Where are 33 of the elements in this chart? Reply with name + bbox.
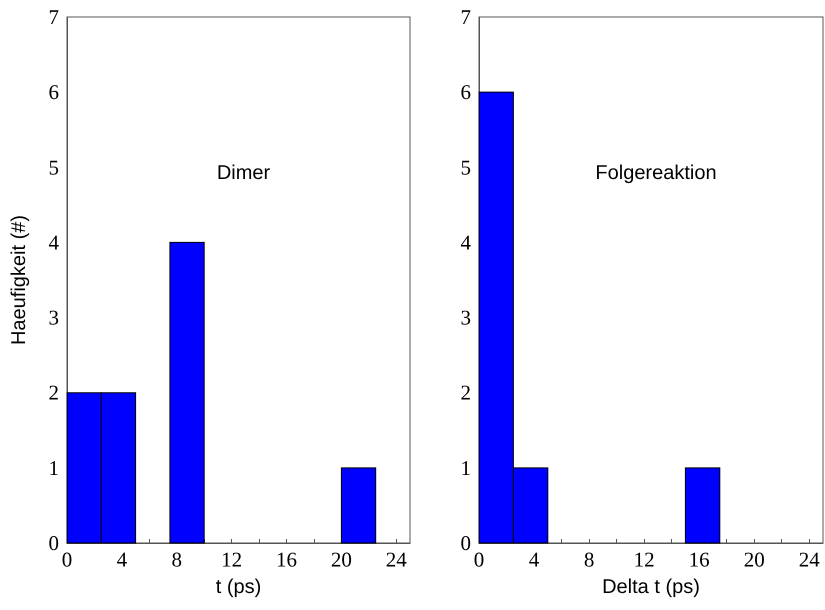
y-tick-label: 6 bbox=[460, 80, 471, 104]
y-tick-label: 3 bbox=[460, 306, 471, 330]
x-tick-label: 16 bbox=[688, 548, 710, 572]
y-tick-label: 3 bbox=[48, 306, 59, 330]
y-tick-label: 5 bbox=[48, 155, 59, 180]
y-tick-label: 2 bbox=[48, 380, 59, 405]
x-tick-label: 24 bbox=[386, 548, 408, 572]
text: Folgereaktion bbox=[595, 162, 717, 184]
x-axis-title: Delta t (ps) bbox=[602, 576, 700, 598]
y-tick-label: 6 bbox=[48, 80, 59, 104]
y-tick-label: 7 bbox=[48, 5, 59, 29]
y-axis-title: Haeufigkeit (#) bbox=[8, 214, 30, 346]
x-tick-label: 20 bbox=[744, 548, 765, 572]
x-tick-label: 24 bbox=[798, 548, 820, 572]
y-tick-label: 0 bbox=[48, 531, 59, 555]
x-tick-label: 12 bbox=[634, 548, 655, 572]
x-tick-label: 16 bbox=[276, 548, 298, 572]
y-tick-label: 5 bbox=[460, 155, 471, 180]
y-tick-label: 2 bbox=[460, 380, 471, 405]
text: Dimer bbox=[216, 162, 270, 184]
y-tick-label: 7 bbox=[460, 5, 471, 29]
y-tick-label: 1 bbox=[48, 456, 59, 480]
y-tick-label: 4 bbox=[460, 230, 472, 254]
x-tick-label: 12 bbox=[221, 548, 242, 572]
y-tick-label: 4 bbox=[48, 230, 60, 254]
x-tick-label: 20 bbox=[330, 548, 352, 572]
x-tick-label: 8 bbox=[172, 548, 182, 572]
y-tick-label: 1 bbox=[460, 456, 471, 480]
x-tick-label: 4 bbox=[528, 548, 540, 572]
x-axis-title: t (ps) bbox=[216, 576, 262, 598]
y-tick-label: 0 bbox=[460, 531, 471, 555]
x-tick-label: 8 bbox=[584, 548, 594, 572]
x-tick-label: 4 bbox=[116, 548, 128, 572]
